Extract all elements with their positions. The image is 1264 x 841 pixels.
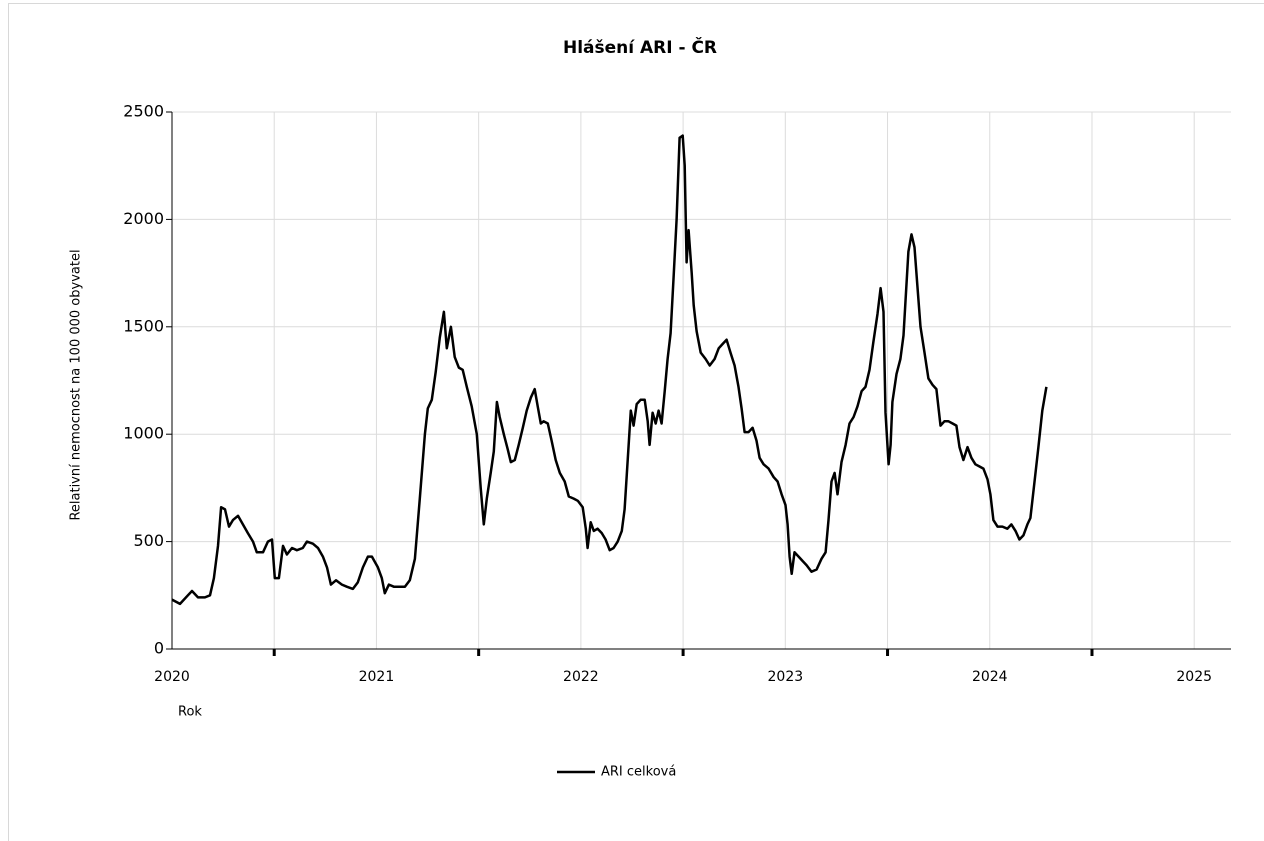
y-tick-label: 1000 — [123, 424, 164, 443]
y-tick-label: 2500 — [123, 102, 164, 121]
x-tick-label: 2025 — [1176, 669, 1212, 685]
x-tick-label: 2024 — [972, 669, 1008, 685]
data-line — [171, 134, 1048, 606]
x-tick-label: 2020 — [154, 669, 190, 685]
chart-title: Hlášení ARI - ČR — [563, 36, 717, 58]
legend-label: ARI celková — [601, 765, 676, 780]
y-tick-label: 500 — [133, 531, 164, 550]
y-tick-label: 2000 — [123, 209, 164, 228]
frame — [8, 3, 1264, 841]
x-tick-label: 2022 — [563, 669, 599, 685]
y-tick-label: 0 — [154, 639, 164, 658]
y-tick-label: 1500 — [123, 316, 164, 335]
x-tick-label: 2023 — [768, 669, 804, 685]
x-axis-label: Rok — [178, 705, 202, 720]
x-tick-label: 2021 — [359, 669, 395, 685]
y-axis-label: Relativní nemocnost na 100 000 obyvatel — [69, 249, 84, 520]
